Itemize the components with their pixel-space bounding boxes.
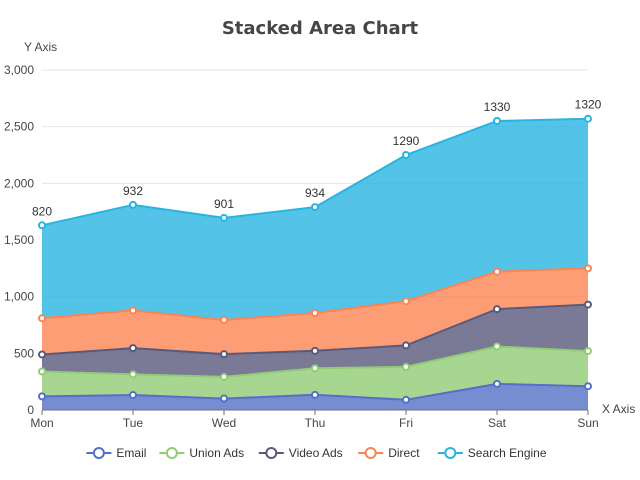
point-video-ads[interactable]	[220, 350, 228, 359]
x-tick-label: Sun	[577, 416, 598, 430]
legend: Email Union Ads Video Ads Direct Search Engi…	[86, 446, 547, 460]
point-search-engine[interactable]	[493, 117, 501, 125]
point-video-ads[interactable]	[402, 341, 410, 350]
legend-item[interactable]: Union Ads	[159, 446, 244, 460]
legend-label: Union Ads	[189, 446, 244, 460]
x-tick-label: Tue	[123, 416, 144, 430]
data-label: 934	[305, 186, 325, 200]
y-tick-label: 2,500	[4, 120, 34, 134]
point-union-ads[interactable]	[493, 342, 501, 351]
data-label: 1320	[575, 98, 602, 112]
point-video-ads[interactable]	[311, 346, 319, 355]
point-direct[interactable]	[38, 314, 46, 323]
legend-circle-icon	[265, 447, 278, 459]
legend-circle-icon	[165, 447, 178, 459]
point-video-ads[interactable]	[493, 305, 501, 314]
point-direct[interactable]	[402, 297, 410, 306]
x-tick-label: Wed	[212, 416, 236, 430]
point-email[interactable]	[129, 391, 137, 400]
y-tick-label: 500	[14, 346, 34, 360]
x-tick-label: Sat	[488, 416, 507, 430]
legend-label: Email	[116, 446, 146, 460]
legend-circle-icon	[92, 447, 105, 459]
legend-item[interactable]: Email	[86, 446, 146, 460]
point-direct[interactable]	[129, 306, 137, 315]
data-label: 820	[32, 204, 52, 218]
x-tick-label: Mon	[30, 416, 53, 430]
y-tick-label: 1,000	[4, 290, 34, 304]
area-search-engine	[42, 118, 588, 320]
chart-title: Stacked Area Chart	[222, 18, 419, 39]
point-union-ads[interactable]	[38, 367, 46, 376]
y-tick-label: 3,000	[4, 63, 34, 77]
point-direct[interactable]	[220, 316, 228, 325]
point-direct[interactable]	[311, 308, 319, 317]
legend-item[interactable]: Search Engine	[437, 446, 547, 460]
area-direct	[42, 268, 588, 355]
point-search-engine[interactable]	[38, 221, 46, 230]
area-union-ads	[42, 346, 588, 400]
point-search-engine[interactable]	[584, 114, 592, 123]
y-tick-label: 1,500	[4, 233, 34, 247]
point-layer	[38, 114, 592, 404]
legend-label: Search Engine	[468, 446, 547, 460]
point-direct[interactable]	[584, 264, 592, 273]
legend-label: Direct	[388, 446, 420, 460]
point-union-ads[interactable]	[129, 370, 137, 379]
x-tick-label: Thu	[305, 416, 326, 430]
point-video-ads[interactable]	[129, 344, 137, 353]
point-search-engine[interactable]	[129, 200, 137, 209]
point-search-engine[interactable]	[402, 151, 410, 159]
legend-circle-icon	[364, 447, 377, 459]
legend-circle-icon	[444, 447, 457, 459]
point-union-ads[interactable]	[220, 372, 228, 381]
point-union-ads[interactable]	[402, 362, 410, 371]
x-axis-name: X Axis	[602, 402, 635, 416]
x-tick-label: Fri	[399, 416, 413, 430]
y-axis-name: Y Axis	[24, 40, 57, 54]
point-video-ads[interactable]	[584, 300, 592, 309]
point-email[interactable]	[402, 395, 410, 404]
data-label: 932	[123, 184, 143, 198]
area-video-ads	[42, 304, 588, 377]
legend-item[interactable]: Video Ads	[258, 446, 343, 460]
y-tick-label: 2,000	[4, 176, 34, 190]
point-email[interactable]	[584, 382, 592, 391]
data-label: 1330	[484, 100, 511, 114]
data-labels: 820 932 901 934 1290 1330 1320	[32, 98, 602, 219]
axes: 0 500 1,000 1,500 2,000 2,500 3,000 Mon Tue Wed Th…	[4, 63, 599, 430]
point-union-ads[interactable]	[311, 364, 319, 373]
point-video-ads[interactable]	[38, 350, 46, 359]
data-label: 901	[214, 197, 234, 211]
point-direct[interactable]	[493, 267, 501, 276]
point-email[interactable]	[493, 379, 501, 388]
point-union-ads[interactable]	[584, 347, 592, 356]
y-tick-label: 0	[27, 403, 34, 417]
legend-item[interactable]: Direct	[358, 446, 420, 460]
point-email[interactable]	[311, 390, 319, 399]
point-email[interactable]	[220, 394, 228, 403]
point-search-engine[interactable]	[311, 203, 319, 212]
point-search-engine[interactable]	[220, 213, 228, 222]
data-label: 1290	[393, 134, 420, 148]
legend-label: Video Ads	[289, 446, 343, 460]
point-email[interactable]	[38, 392, 46, 401]
